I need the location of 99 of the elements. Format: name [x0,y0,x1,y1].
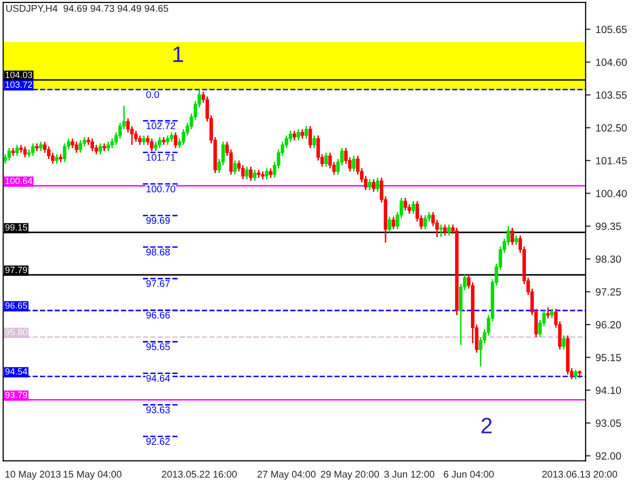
candlestick [404,197,408,212]
chart-title: USDJPY,H4 94.69 94.73 94.49 94.65 [6,4,168,13]
y-tick-label: 105.65 [596,26,627,34]
y-tick-label: 102.50 [596,124,627,132]
candlestick [510,227,514,246]
x-tick-label: 29 May 20:00 [320,470,379,480]
y-tick-label: 96.20 [596,321,621,328]
y-tick-label: 92.00 [596,452,621,460]
candlestick [245,166,249,180]
y-tick-label: 97.25 [596,288,621,296]
candlestick [54,154,58,164]
candlestick [392,216,396,230]
candlestick [150,138,154,152]
y-tick-label: 104.60 [596,58,627,66]
x-tick-label: 6 Jun 04:00 [444,470,494,478]
candlestick [562,334,566,350]
annotation: 2 [482,418,492,434]
candlestick [514,234,518,246]
candlestick [23,146,27,158]
candlestick [47,146,50,160]
ref-line-label: 92.62 [146,438,170,445]
candlestick [138,134,142,146]
candlestick [412,200,415,214]
ref-line-label: 104.03 [6,72,32,78]
candlestick [7,147,11,162]
ref-line-label: 98.68 [146,248,170,256]
x-tick-label: 2013.06.13 20:00 [542,470,618,478]
y-tick-label: 94.10 [596,386,621,394]
candlestick [15,144,19,157]
candlestick [546,306,550,320]
x-tick-label: 2013.05.22 16:00 [162,470,237,478]
candlestick [304,125,308,140]
ref-line-label: 95.80 [5,328,28,336]
ref-line-label: 97.67 [146,280,170,288]
annotation: 0.0 [146,91,160,98]
ref-line-label: 99.15 [5,224,28,231]
ref-line-label: 99.69 [146,217,170,224]
candlestick [324,152,328,168]
y-tick-label: 99.35 [596,222,621,230]
candlestick [253,169,257,182]
candlestick [78,140,82,154]
candlestick [98,142,102,155]
ref-line-label: 96.66 [146,312,170,319]
ref-line-label: 94.64 [146,374,170,382]
candlestick [154,141,158,152]
ref-line-label: 101.71 [146,154,176,161]
candlestick [550,308,554,320]
candlestick [249,166,253,182]
candlestick [300,128,304,140]
candlestick [166,134,170,146]
candlestick [574,369,578,380]
candlestick [233,160,237,176]
y-tick-label: 103.55 [596,91,627,99]
x-tick-label: 3 Jun 12:00 [384,470,434,478]
y-tick-label: 95.15 [596,354,621,362]
candlestick [296,128,300,141]
candlestick [264,168,268,180]
candlestick [447,224,451,236]
candlestick [142,134,146,146]
candlestick [443,224,447,236]
annotation: 1 [173,46,184,62]
ref-line-label: 93.79 [5,392,28,398]
ref-line-label: 93.63 [146,406,170,414]
candlestick [372,178,376,192]
ref-line-label: 102.72 [146,122,176,130]
candlestick [106,141,110,152]
ref-line-label: 97.79 [5,266,28,274]
candlestick [292,130,296,141]
y-tick-label: 100.40 [596,190,627,198]
x-tick-label: 10 May 2013 [6,470,61,480]
candlestick [62,142,66,163]
candlestick [352,155,356,172]
ref-line-label: 94.54 [5,368,28,375]
candlestick [312,134,316,149]
candlestick [376,177,380,192]
x-tick-label: 27 May 04:00 [258,470,316,480]
candlestick [170,132,174,142]
candlestick [241,164,245,180]
x-tick-label: 15 May 04:00 [64,470,122,480]
candlestick [134,130,138,142]
candlestick [39,141,43,152]
ref-line-label: 100.70 [146,185,176,192]
ref-line-label: 103.72 [6,81,32,88]
candlestick [174,132,178,149]
candlestick [31,142,35,157]
candlestick [368,178,372,191]
candlestick [423,214,427,230]
ref-line-label: 96.65 [5,302,28,309]
y-tick-label: 93.05 [596,419,621,427]
candlestick [158,136,162,149]
ref-line-label: 100.64 [6,178,32,184]
candlestick [308,125,312,149]
candlestick [70,138,74,149]
candlestick [268,168,272,178]
y-tick-label: 101.45 [596,157,627,164]
y-tick-label: 98.30 [596,255,621,263]
ref-line-label: 95.65 [146,343,170,350]
candlestick [90,138,94,152]
candlestick [74,141,78,154]
